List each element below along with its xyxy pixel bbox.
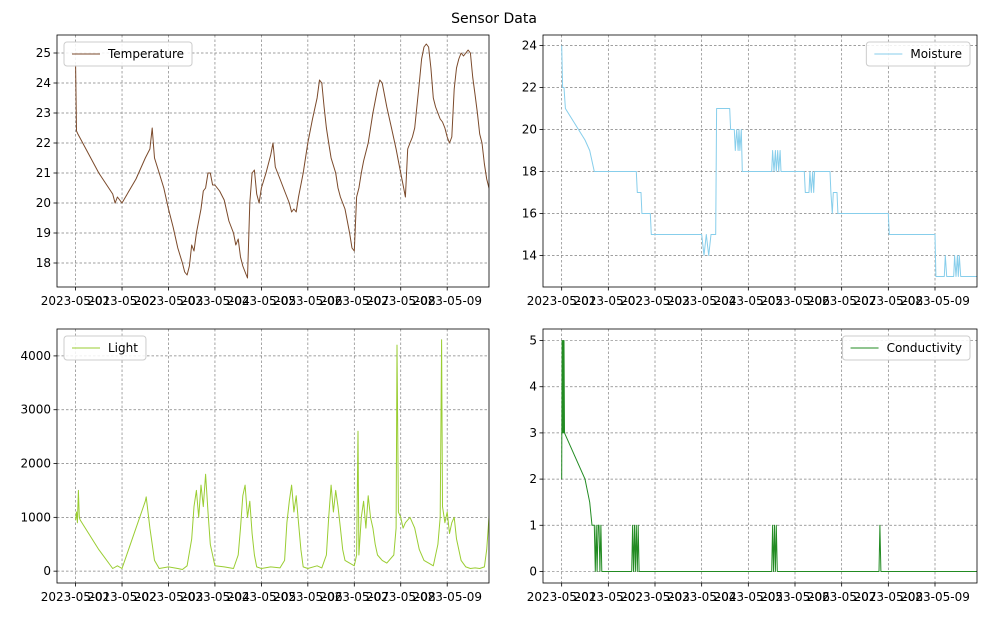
x-tick-label: 2023-05-04 <box>667 294 737 308</box>
temperature-series-line <box>75 43 489 279</box>
light-legend: Light <box>63 335 147 361</box>
x-tick-label: 2023-05-08 <box>366 294 436 308</box>
y-tick-label: 0 <box>43 564 51 578</box>
x-tick-label: 2023-05-09 <box>412 294 482 308</box>
x-tick-label: 2023-05-09 <box>900 294 970 308</box>
x-tick-label: 2023-05-09 <box>412 590 482 604</box>
y-tick-label: 25 <box>36 46 51 60</box>
legend-label: Moisture <box>910 47 962 61</box>
x-tick-label: 2023-05-01 <box>41 294 111 308</box>
y-tick-label: 23 <box>36 106 51 120</box>
y-tick-label: 22 <box>522 81 537 95</box>
x-tick-label: 2023-05-01 <box>527 590 597 604</box>
x-tick-label: 2023-05-02 <box>573 294 643 308</box>
moisture-legend: Moisture <box>865 41 971 67</box>
axes-frame <box>542 34 978 288</box>
x-tick-label: 2023-05-06 <box>760 590 830 604</box>
legend-box <box>63 335 147 361</box>
x-tick-label: 2023-05-05 <box>227 294 297 308</box>
x-tick-label: 2023-05-08 <box>853 294 923 308</box>
x-tick-label: 2023-05-07 <box>319 590 389 604</box>
y-tick-label: 2000 <box>20 457 51 471</box>
y-tick-label: 3 <box>529 426 537 440</box>
legend-box <box>842 335 971 361</box>
x-tick-label: 2023-05-09 <box>900 590 970 604</box>
y-tick-label: 21 <box>36 166 51 180</box>
x-tick-label: 2023-05-07 <box>319 294 389 308</box>
x-tick-label: 2023-05-04 <box>180 590 250 604</box>
light-subplot: 010002000300040002023-05-012023-05-02202… <box>20 328 490 604</box>
y-tick-label: 16 <box>522 207 537 221</box>
y-tick-label: 2 <box>529 472 537 486</box>
y-tick-label: 18 <box>36 256 51 270</box>
y-tick-label: 5 <box>529 334 537 348</box>
moisture-subplot: 1416182022242023-05-012023-05-022023-05-… <box>522 34 978 308</box>
x-tick-label: 2023-05-01 <box>527 294 597 308</box>
temperature-subplot: 18192021222324252023-05-012023-05-022023… <box>36 34 490 308</box>
y-tick-label: 3000 <box>20 403 51 417</box>
y-tick-label: 20 <box>36 196 51 210</box>
light-series-line <box>75 339 489 570</box>
x-tick-label: 2023-05-06 <box>273 294 343 308</box>
x-tick-label: 2023-05-03 <box>134 294 204 308</box>
x-tick-label: 2023-05-03 <box>620 590 690 604</box>
legend-label: Temperature <box>107 47 184 61</box>
y-tick-label: 24 <box>522 39 537 53</box>
y-tick-label: 1 <box>529 518 537 532</box>
y-tick-label: 19 <box>36 226 51 240</box>
x-tick-label: 2023-05-01 <box>41 590 111 604</box>
x-tick-label: 2023-05-07 <box>807 590 877 604</box>
legend-box <box>63 41 193 67</box>
moisture-series-line <box>561 45 977 277</box>
x-tick-label: 2023-05-08 <box>366 590 436 604</box>
axes-frame <box>542 328 978 584</box>
figure-title: Sensor Data <box>451 11 537 27</box>
x-tick-label: 2023-05-06 <box>760 294 830 308</box>
axes-frame <box>56 34 490 288</box>
x-tick-label: 2023-05-03 <box>620 294 690 308</box>
x-tick-label: 2023-05-04 <box>180 294 250 308</box>
x-tick-label: 2023-05-05 <box>713 590 783 604</box>
x-tick-label: 2023-05-02 <box>87 294 157 308</box>
x-tick-label: 2023-05-04 <box>667 590 737 604</box>
y-tick-label: 4 <box>529 380 537 394</box>
legend-label: Conductivity <box>887 341 962 355</box>
conductivity-legend: Conductivity <box>842 335 971 361</box>
conductivity-subplot: 0123452023-05-012023-05-022023-05-032023… <box>527 328 978 604</box>
y-tick-label: 1000 <box>20 510 51 524</box>
legend-label: Light <box>108 341 138 355</box>
x-tick-label: 2023-05-08 <box>853 590 923 604</box>
x-tick-label: 2023-05-03 <box>134 590 204 604</box>
temperature-legend: Temperature <box>63 41 193 67</box>
x-tick-label: 2023-05-07 <box>807 294 877 308</box>
y-tick-label: 20 <box>522 123 537 137</box>
axes-frame <box>56 328 490 584</box>
x-tick-label: 2023-05-05 <box>227 590 297 604</box>
y-tick-label: 22 <box>36 136 51 150</box>
legend-box <box>865 41 971 67</box>
y-tick-label: 0 <box>529 564 537 578</box>
y-tick-label: 18 <box>522 165 537 179</box>
conductivity-series-line <box>561 340 977 572</box>
y-tick-label: 4000 <box>20 349 51 363</box>
y-tick-label: 14 <box>522 249 537 263</box>
x-tick-label: 2023-05-06 <box>273 590 343 604</box>
y-tick-label: 24 <box>36 76 51 90</box>
x-tick-label: 2023-05-02 <box>573 590 643 604</box>
x-tick-label: 2023-05-02 <box>87 590 157 604</box>
x-tick-label: 2023-05-05 <box>713 294 783 308</box>
